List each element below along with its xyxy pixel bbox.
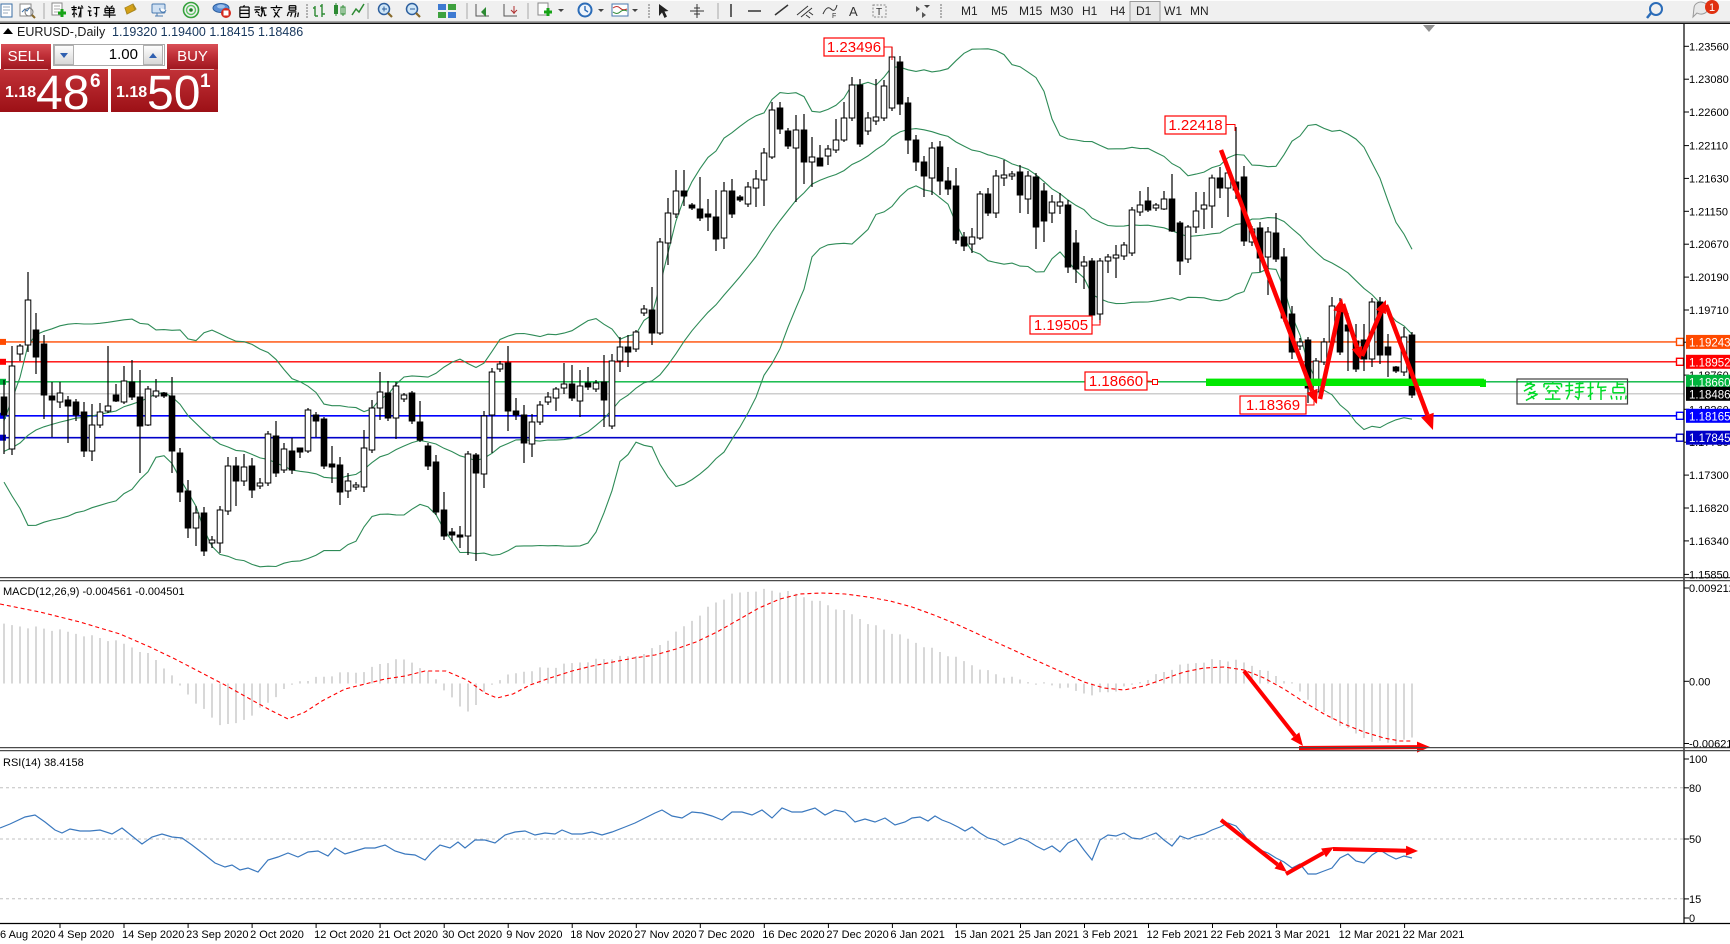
svg-text:1.17300: 1.17300 bbox=[1689, 470, 1729, 482]
svg-text:1.19505: 1.19505 bbox=[1034, 317, 1088, 334]
svg-text:EURUSD-,Daily: EURUSD-,Daily bbox=[17, 25, 106, 39]
svg-text:D1: D1 bbox=[1136, 4, 1152, 18]
svg-text:1.23496: 1.23496 bbox=[827, 39, 881, 56]
svg-text:23 Sep 2020: 23 Sep 2020 bbox=[186, 929, 248, 941]
svg-text:1.15850: 1.15850 bbox=[1689, 569, 1729, 581]
svg-text:100: 100 bbox=[1689, 754, 1707, 766]
svg-text:1.23080: 1.23080 bbox=[1689, 74, 1729, 86]
svg-text:30 Oct 2020: 30 Oct 2020 bbox=[442, 929, 502, 941]
svg-text:1.23560: 1.23560 bbox=[1689, 41, 1729, 53]
svg-text:6 Aug 2020: 6 Aug 2020 bbox=[0, 929, 56, 941]
svg-text:1.19320 1.19400 1.18415 1.1848: 1.19320 1.19400 1.18415 1.18486 bbox=[112, 25, 303, 39]
svg-text:27 Dec 2020: 27 Dec 2020 bbox=[826, 929, 888, 941]
svg-text:T: T bbox=[876, 7, 882, 18]
svg-text:1.18486: 1.18486 bbox=[1689, 389, 1730, 401]
svg-text:22 Feb 2021: 22 Feb 2021 bbox=[1211, 929, 1273, 941]
svg-text:H4: H4 bbox=[1110, 4, 1126, 18]
svg-text:50: 50 bbox=[1689, 834, 1701, 846]
svg-text:0.00: 0.00 bbox=[1689, 676, 1710, 688]
svg-text:MN: MN bbox=[1190, 4, 1209, 18]
svg-text:1.21630: 1.21630 bbox=[1689, 173, 1729, 185]
svg-text:1.16820: 1.16820 bbox=[1689, 503, 1729, 515]
svg-text:M30: M30 bbox=[1050, 4, 1074, 18]
svg-text:1.19243: 1.19243 bbox=[1689, 337, 1730, 349]
svg-text:M5: M5 bbox=[991, 4, 1008, 18]
svg-text:7 Dec 2020: 7 Dec 2020 bbox=[698, 929, 754, 941]
svg-text:1.18660: 1.18660 bbox=[1689, 377, 1730, 389]
svg-text:14 Sep 2020: 14 Sep 2020 bbox=[122, 929, 184, 941]
svg-text:-0.006215: -0.006215 bbox=[1689, 739, 1730, 751]
svg-text:15: 15 bbox=[1689, 894, 1701, 906]
svg-text:25 Jan 2021: 25 Jan 2021 bbox=[1019, 929, 1080, 941]
svg-text:12 Feb 2021: 12 Feb 2021 bbox=[1147, 929, 1209, 941]
svg-text:1.22418: 1.22418 bbox=[1168, 117, 1222, 134]
svg-text:4 Sep 2020: 4 Sep 2020 bbox=[58, 929, 114, 941]
svg-text:1.18952: 1.18952 bbox=[1689, 357, 1730, 369]
svg-text:1.18660: 1.18660 bbox=[1089, 373, 1143, 390]
svg-text:16 Dec 2020: 16 Dec 2020 bbox=[762, 929, 824, 941]
svg-text:15 Jan 2021: 15 Jan 2021 bbox=[954, 929, 1015, 941]
svg-text:1.17845: 1.17845 bbox=[1689, 433, 1730, 445]
svg-text:3 Mar 2021: 3 Mar 2021 bbox=[1275, 929, 1331, 941]
svg-text:1.16340: 1.16340 bbox=[1689, 536, 1729, 548]
svg-text:27 Nov 2020: 27 Nov 2020 bbox=[634, 929, 696, 941]
svg-text:0.009212: 0.009212 bbox=[1689, 583, 1730, 595]
svg-text:1.21150: 1.21150 bbox=[1689, 206, 1728, 218]
svg-text:M15: M15 bbox=[1019, 4, 1043, 18]
svg-text:W1: W1 bbox=[1164, 4, 1182, 18]
svg-text:M1: M1 bbox=[961, 4, 978, 18]
svg-text:3 Feb 2021: 3 Feb 2021 bbox=[1083, 929, 1139, 941]
svg-text:F: F bbox=[832, 13, 836, 20]
svg-text:A: A bbox=[849, 4, 858, 19]
svg-text:1.22110: 1.22110 bbox=[1689, 141, 1728, 153]
svg-text:RSI(14) 38.4158: RSI(14) 38.4158 bbox=[3, 757, 84, 769]
svg-text:9 Nov 2020: 9 Nov 2020 bbox=[506, 929, 562, 941]
svg-text:12 Mar 2021: 12 Mar 2021 bbox=[1339, 929, 1401, 941]
svg-text:18 Nov 2020: 18 Nov 2020 bbox=[570, 929, 632, 941]
svg-text:1.18165: 1.18165 bbox=[1689, 411, 1730, 423]
svg-text:H1: H1 bbox=[1082, 4, 1098, 18]
svg-text:2 Oct 2020: 2 Oct 2020 bbox=[250, 929, 304, 941]
svg-text:MACD(12,26,9) -0.004561 -0.004: MACD(12,26,9) -0.004561 -0.004501 bbox=[3, 586, 185, 598]
svg-text:21 Oct 2020: 21 Oct 2020 bbox=[378, 929, 438, 941]
svg-text:22 Mar 2021: 22 Mar 2021 bbox=[1403, 929, 1465, 941]
svg-text:1.20190: 1.20190 bbox=[1689, 272, 1729, 284]
svg-text:80: 80 bbox=[1689, 783, 1701, 795]
svg-text:6 Jan 2021: 6 Jan 2021 bbox=[890, 929, 944, 941]
svg-text:1.18369: 1.18369 bbox=[1246, 397, 1300, 414]
svg-text:1: 1 bbox=[1709, 2, 1715, 14]
svg-text:1.22600: 1.22600 bbox=[1689, 107, 1729, 119]
svg-text:1.19710: 1.19710 bbox=[1689, 305, 1729, 317]
svg-text:0: 0 bbox=[1689, 913, 1695, 925]
svg-text:1.20670: 1.20670 bbox=[1689, 239, 1729, 251]
svg-text:12 Oct 2020: 12 Oct 2020 bbox=[314, 929, 374, 941]
